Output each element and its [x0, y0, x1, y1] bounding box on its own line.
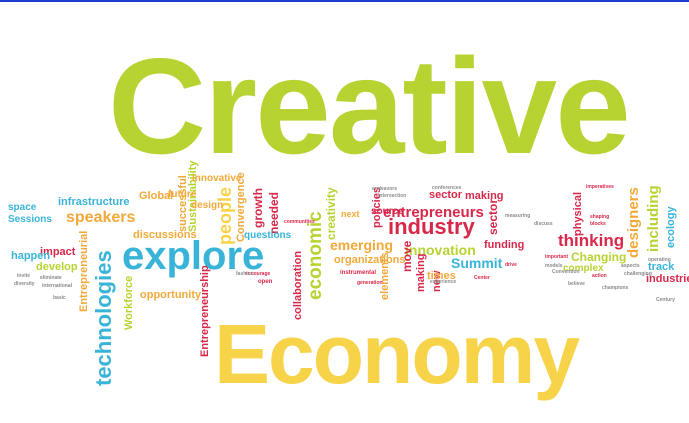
- cloud-word: growth: [251, 188, 265, 228]
- cloud-word: people: [215, 186, 235, 245]
- cloud-word: experience: [430, 279, 457, 285]
- cloud-word: funding: [484, 239, 525, 251]
- cloud-word: ecology: [665, 206, 677, 248]
- cloud-word: future: [168, 189, 197, 200]
- cloud-word: Global: [139, 190, 174, 202]
- cloud-word: including: [645, 185, 662, 252]
- cloud-word: important: [545, 254, 569, 260]
- cloud-word: infrastructure: [58, 196, 130, 208]
- cloud-word: endeavors: [372, 186, 398, 192]
- cloud-word: Entrepreneurship: [199, 265, 211, 357]
- cloud-word: sector: [429, 189, 463, 201]
- cloud-word: emerging: [330, 237, 394, 253]
- cloud-word: collaboration: [292, 250, 304, 320]
- cloud-word: international: [42, 283, 73, 289]
- cloud-word: Summit: [451, 255, 503, 271]
- cloud-word: believe: [568, 281, 585, 287]
- cloud-word: explore: [122, 234, 265, 278]
- cloud-word: Century: [656, 297, 675, 303]
- cloud-word: industries: [646, 273, 689, 285]
- cloud-word: blocks: [590, 221, 606, 227]
- cloud-word: measuring: [505, 213, 531, 219]
- cloud-word: operating: [648, 257, 671, 263]
- cloud-word: track: [648, 261, 675, 273]
- cloud-word: Convention: [552, 269, 580, 275]
- top-border: [0, 0, 689, 2]
- secondary-word: Economy: [214, 307, 580, 401]
- cloud-word: industry: [388, 214, 475, 239]
- cloud-word: generation: [357, 280, 383, 286]
- cloud-word: discussions: [133, 229, 197, 241]
- cloud-word: challenging: [624, 271, 652, 277]
- cloud-word: making: [465, 190, 504, 202]
- cloud-word: entrepreneurs: [383, 204, 484, 221]
- cloud-word: innovative: [192, 173, 242, 184]
- cloud-word: Entrepreneurial: [78, 230, 90, 312]
- cloud-word: invite: [17, 273, 31, 279]
- cloud-word: Workforce: [123, 275, 135, 330]
- cloud-word: Sessions: [8, 214, 52, 225]
- cloud-word: open: [258, 279, 273, 285]
- cloud-word: next: [341, 209, 360, 219]
- cloud-word: Center: [474, 275, 490, 281]
- cloud-word: source: [371, 206, 404, 217]
- cloud-word: instrumental: [340, 270, 377, 276]
- cloud-word: models: [545, 263, 563, 269]
- cloud-word: thinking: [558, 231, 625, 250]
- cloud-word: encourage: [245, 271, 271, 277]
- cloud-word: champions: [602, 285, 629, 291]
- cloud-word: impact: [40, 246, 76, 258]
- cloud-word: fashion: [236, 271, 254, 277]
- cloud-word: design: [191, 200, 224, 211]
- cloud-word: times: [427, 270, 456, 282]
- cloud-word: questions: [244, 230, 292, 241]
- cloud-word: intersection: [378, 193, 407, 199]
- cloud-word: making: [415, 253, 427, 292]
- cloud-word: communities: [284, 219, 315, 225]
- main-word: Creative: [108, 30, 631, 182]
- cloud-word: basic: [53, 295, 66, 301]
- cloud-word: opportunity: [140, 289, 202, 301]
- cloud-word: drive: [505, 262, 517, 268]
- cloud-word: physical: [572, 191, 584, 236]
- cloud-word: innovation: [405, 242, 476, 258]
- cloud-word: complex: [563, 263, 604, 274]
- cloud-word: shaping: [590, 214, 610, 220]
- cloud-word: sector: [486, 198, 500, 235]
- cloud-word: discuss: [534, 221, 553, 227]
- cloud-word: imperatives: [586, 184, 614, 190]
- cloud-word: diversity: [14, 281, 35, 287]
- cloud-word: Changing: [571, 250, 627, 264]
- cloud-word: technologies: [91, 250, 116, 386]
- cloud-word: space: [8, 202, 37, 213]
- cloud-word: speakers: [66, 209, 136, 226]
- cloud-word: needed: [267, 191, 281, 234]
- cloud-word: aspects: [621, 263, 640, 269]
- cloud-word: designers: [625, 187, 642, 258]
- cloud-word: creativity: [324, 187, 338, 240]
- cloud-word: happen: [11, 250, 51, 262]
- cloud-word: develop: [36, 261, 78, 273]
- cloud-word: action: [592, 273, 607, 279]
- cloud-word: eliminate: [40, 275, 62, 281]
- cloud-word: conferences: [432, 185, 462, 191]
- cloud-word: organizations: [334, 254, 406, 266]
